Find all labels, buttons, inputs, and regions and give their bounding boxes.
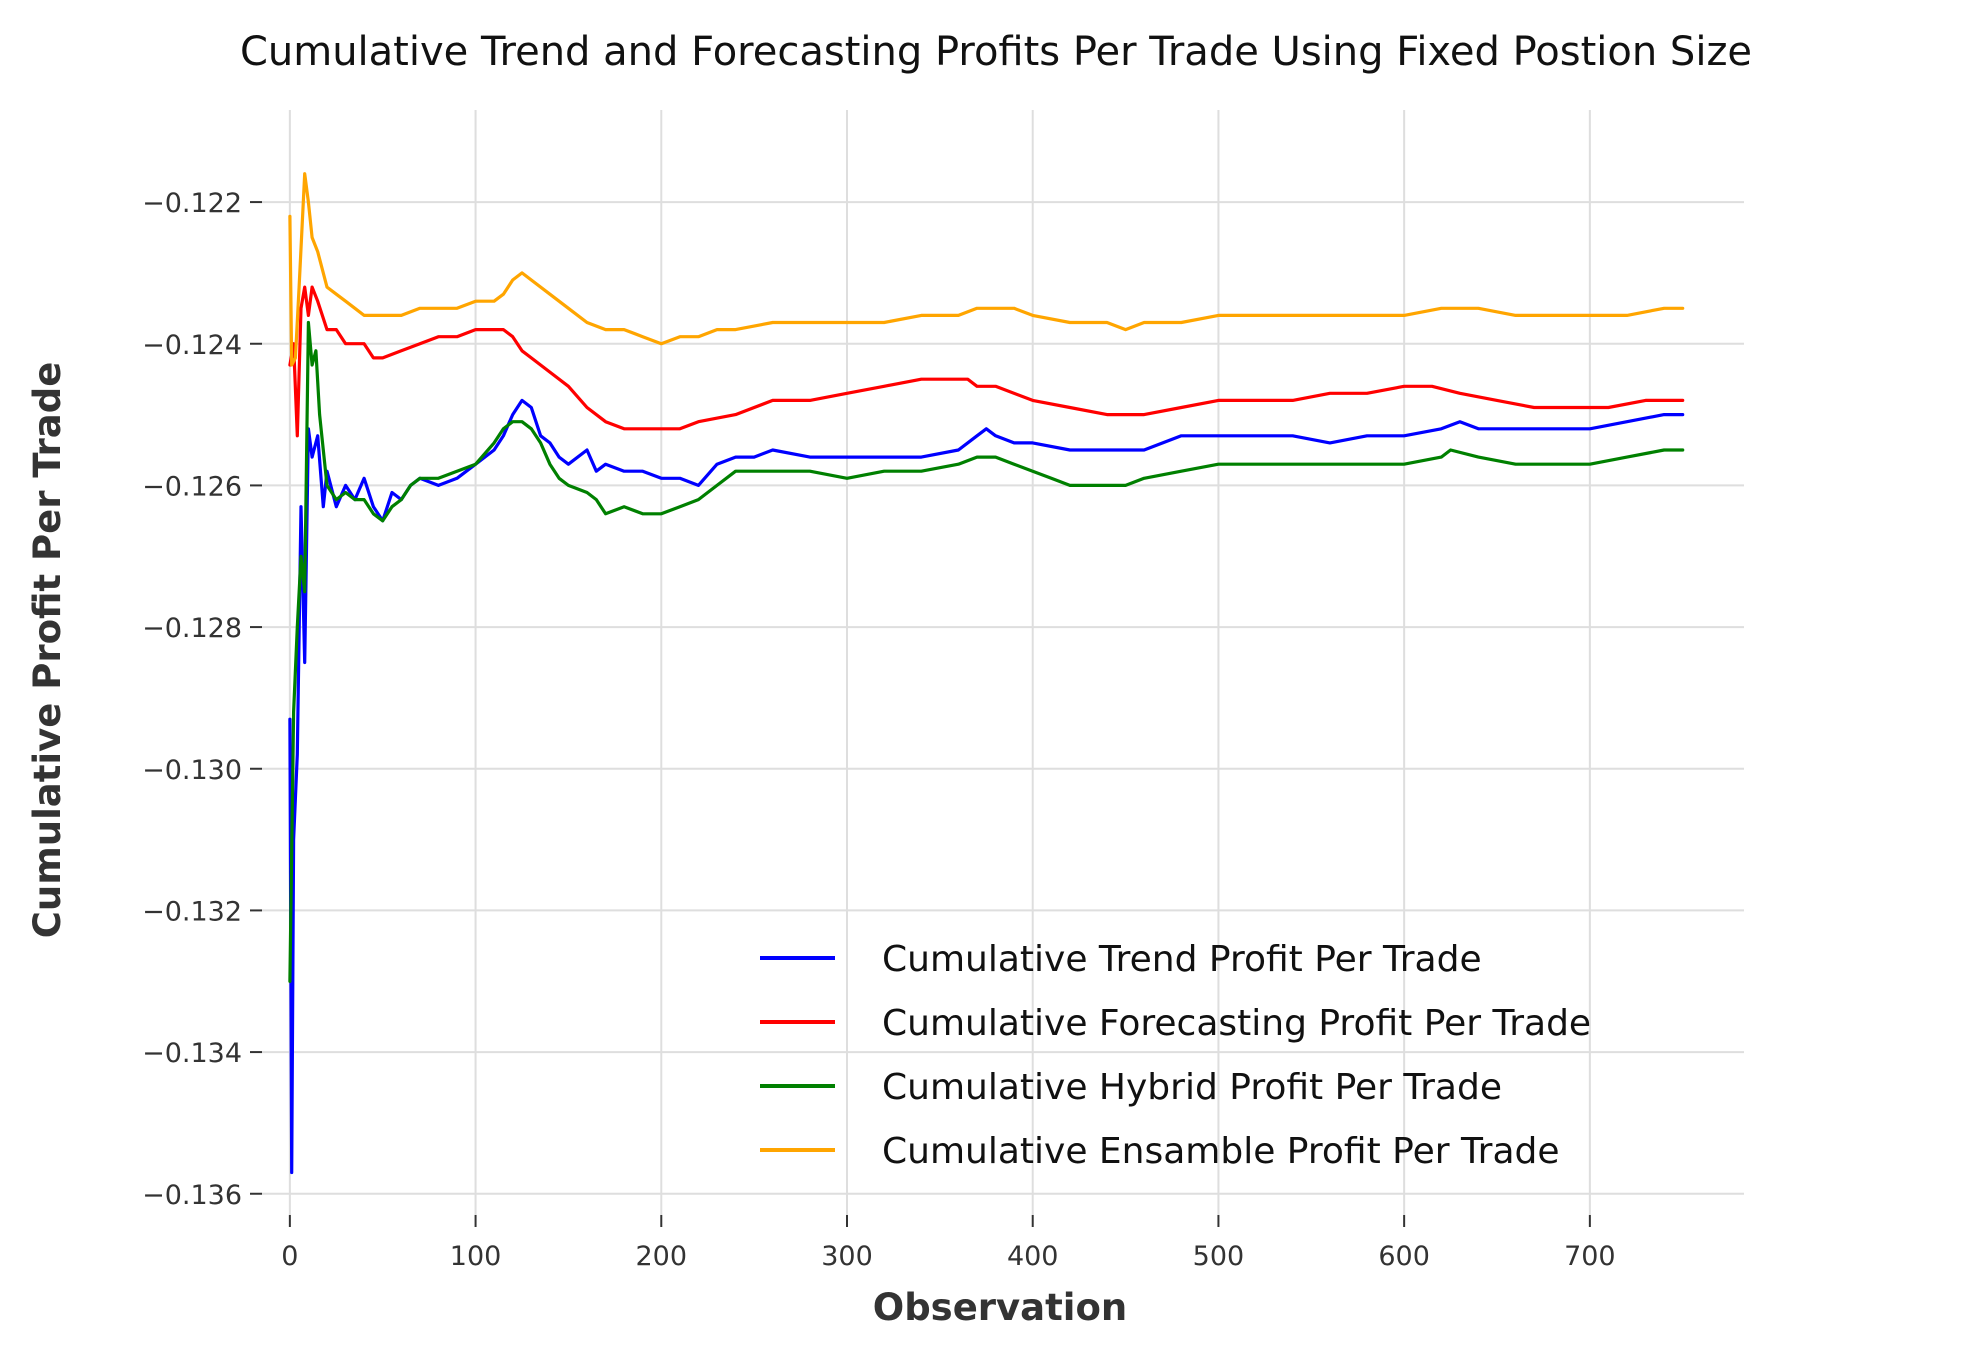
x-tick-label: 500 bbox=[1193, 1241, 1245, 1272]
y-tick-label: −0.130 bbox=[142, 755, 242, 786]
x-tick-label: 700 bbox=[1564, 1241, 1616, 1272]
x-tick-label: 100 bbox=[450, 1241, 502, 1272]
legend-label: Cumulative Ensamble Profit Per Trade bbox=[882, 1131, 1560, 1172]
legend: Cumulative Trend Profit Per Trade Cumulat… bbox=[760, 939, 1591, 1172]
y-tick-label: −0.136 bbox=[142, 1180, 242, 1211]
legend-label: Cumulative Forecasting Profit Per Trade bbox=[882, 1003, 1591, 1044]
y-tick-label: −0.134 bbox=[142, 1038, 242, 1069]
x-tick-label: 600 bbox=[1378, 1241, 1430, 1272]
y-tick-label: −0.132 bbox=[142, 896, 242, 927]
y-tick-label: −0.126 bbox=[142, 471, 242, 502]
y-tick-label: −0.122 bbox=[142, 188, 242, 219]
legend-label: Cumulative Trend Profit Per Trade bbox=[882, 939, 1482, 980]
plot-area bbox=[288, 172, 1685, 1175]
x-axis-label: Observation bbox=[873, 1286, 1128, 1329]
y-tick-label: −0.124 bbox=[142, 330, 242, 361]
series-line-4 bbox=[288, 172, 1685, 367]
series-line-1 bbox=[288, 398, 1685, 1175]
legend-label: Cumulative Hybrid Profit Per Trade bbox=[882, 1067, 1502, 1108]
y-axis: −0.122 −0.124 −0.126 −0.128 −0.130 −0.132 −0.1… bbox=[142, 188, 262, 1211]
y-tick-label: −0.128 bbox=[142, 613, 242, 644]
grid bbox=[262, 110, 1744, 1215]
x-axis: 0 100 200 300 400 500 600 700 bbox=[281, 1215, 1616, 1272]
x-tick-label: 300 bbox=[821, 1241, 873, 1272]
x-tick-label: 0 bbox=[281, 1241, 298, 1272]
chart-title: Cumulative Trend and Forecasting Profits… bbox=[240, 29, 1752, 75]
x-tick-label: 200 bbox=[636, 1241, 688, 1272]
series-line-2 bbox=[288, 285, 1685, 438]
y-axis-label: Cumulative Profit Per Trade bbox=[26, 362, 69, 939]
series-line-3 bbox=[288, 320, 1685, 983]
x-tick-label: 400 bbox=[1007, 1241, 1059, 1272]
